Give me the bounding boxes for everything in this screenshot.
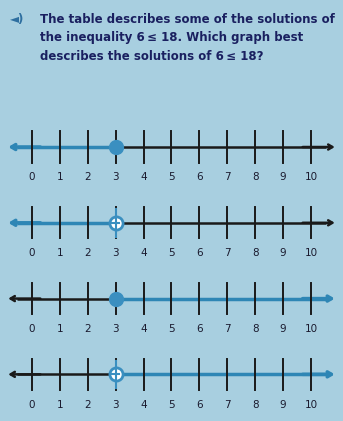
- Point: [113, 144, 118, 150]
- Text: 4: 4: [140, 173, 147, 182]
- Text: 2: 2: [84, 173, 91, 182]
- Text: 5: 5: [168, 248, 175, 258]
- Text: 9: 9: [280, 173, 286, 182]
- Point: [113, 295, 118, 302]
- Text: 10: 10: [305, 324, 318, 334]
- Text: 3: 3: [113, 400, 119, 410]
- Text: 2: 2: [84, 248, 91, 258]
- Text: 8: 8: [252, 400, 259, 410]
- Text: 0: 0: [29, 400, 35, 410]
- Point: [113, 219, 118, 226]
- Text: 0: 0: [29, 324, 35, 334]
- Text: 5: 5: [168, 324, 175, 334]
- Text: 1: 1: [57, 400, 63, 410]
- Text: 4: 4: [140, 400, 147, 410]
- Text: 6: 6: [196, 173, 203, 182]
- Text: 0: 0: [29, 173, 35, 182]
- Text: 6: 6: [196, 324, 203, 334]
- Text: 8: 8: [252, 248, 259, 258]
- Text: 3: 3: [113, 248, 119, 258]
- Text: 10: 10: [305, 173, 318, 182]
- Text: 5: 5: [168, 400, 175, 410]
- Text: 1: 1: [57, 173, 63, 182]
- Text: 1: 1: [57, 248, 63, 258]
- Text: 4: 4: [140, 324, 147, 334]
- Text: 10: 10: [305, 400, 318, 410]
- Text: 9: 9: [280, 324, 286, 334]
- Text: ◄): ◄): [10, 13, 25, 26]
- Text: 10: 10: [305, 248, 318, 258]
- Text: 9: 9: [280, 400, 286, 410]
- Text: 0: 0: [29, 248, 35, 258]
- Text: 6: 6: [196, 400, 203, 410]
- Text: 5: 5: [168, 173, 175, 182]
- Text: 3: 3: [113, 173, 119, 182]
- Text: 4: 4: [140, 248, 147, 258]
- Text: 1: 1: [57, 324, 63, 334]
- Text: 2: 2: [84, 400, 91, 410]
- Text: 9: 9: [280, 248, 286, 258]
- Text: 8: 8: [252, 173, 259, 182]
- Text: 8: 8: [252, 324, 259, 334]
- Text: 2: 2: [84, 324, 91, 334]
- Text: 3: 3: [113, 324, 119, 334]
- Text: The table describes some of the solutions of
the inequality 6 ≤ 18. Which graph : The table describes some of the solution…: [40, 13, 335, 63]
- Text: 7: 7: [224, 400, 230, 410]
- Text: 7: 7: [224, 173, 230, 182]
- Text: 7: 7: [224, 248, 230, 258]
- Point: [113, 371, 118, 378]
- Text: 6: 6: [196, 248, 203, 258]
- Text: 7: 7: [224, 324, 230, 334]
